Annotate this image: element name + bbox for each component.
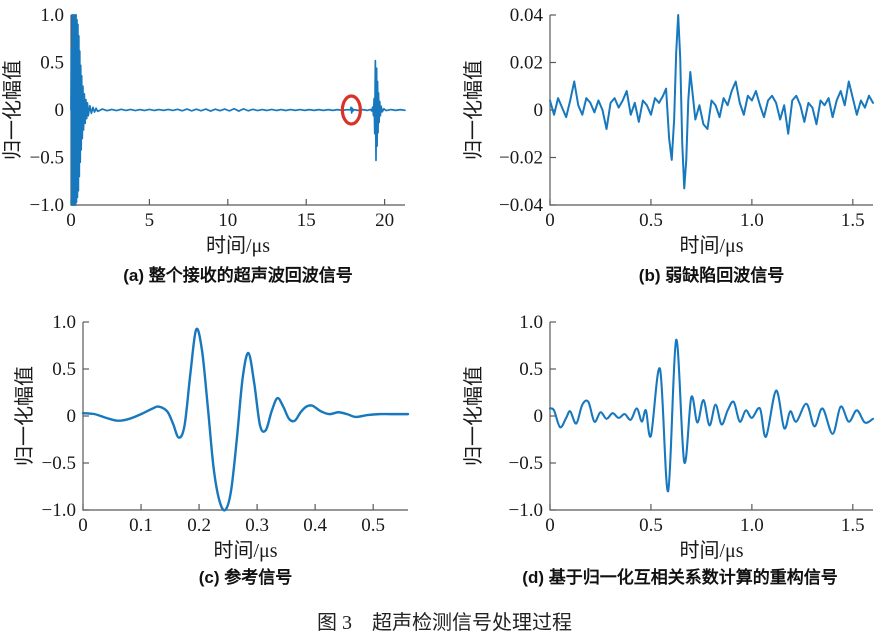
x-tick-label: 1.0 xyxy=(740,515,764,536)
subplot-c-caption: (c) 参考信号 xyxy=(198,568,293,587)
x-axis-label: 时间/μs xyxy=(213,539,277,562)
signal-line xyxy=(70,14,406,206)
subplot-d-reconstructed-signal: 0 0.5 1.0 1.5 1.0 0.5 0 −0.5 −1.0 时间/μs 归一化幅值 xyxy=(462,312,875,562)
y-tick-label: 0.02 xyxy=(510,53,543,74)
x-tick-label: 5 xyxy=(145,210,155,231)
y-tick-label: 0 xyxy=(534,100,544,121)
x-tick-label: 0 xyxy=(545,210,555,231)
x-tick-label: 1.0 xyxy=(740,210,764,231)
signal-line xyxy=(549,14,874,190)
y-tick-label: 0.5 xyxy=(519,359,543,380)
y-tick-label: 0 xyxy=(67,406,77,427)
subplot-c-reference-signal: 0 0.1 0.2 0.3 0.4 0.5 1.0 0.5 0 −0.5 −1.0 时间/μs 归一化幅… xyxy=(13,312,410,562)
axes-frame xyxy=(549,15,873,206)
y-tick-label: −1.0 xyxy=(30,195,64,216)
x-tick-label: 0.5 xyxy=(361,515,385,536)
y-axis-label: 归一化幅值 xyxy=(462,366,485,466)
subplot-a-full-echo-signal: 0 5 10 15 20 1.0 0.5 0 −0.5 −1.0 时间/μs 归一化幅值 xyxy=(1,5,406,257)
y-tick-label: −0.02 xyxy=(499,148,543,169)
subplot-a-caption: (a) 整个接收的超声波回波信号 xyxy=(123,266,353,285)
y-tick-label: −0.04 xyxy=(499,195,543,216)
y-tick-label: −0.5 xyxy=(30,148,64,169)
x-tick-label: 1.5 xyxy=(841,210,865,231)
x-tick-label: 0.3 xyxy=(245,515,269,536)
subplot-d-caption: (d) 基于归一化互相关系数计算的重构信号 xyxy=(522,568,838,587)
x-tick-label: 10 xyxy=(218,210,237,231)
x-tick-label: 0 xyxy=(66,210,76,231)
y-tick-label: 0 xyxy=(55,100,65,121)
y-tick-label: −1.0 xyxy=(509,500,543,521)
x-tick-label: 0.5 xyxy=(639,210,663,231)
signal-line xyxy=(548,338,875,493)
x-tick-label: 1.5 xyxy=(841,515,865,536)
y-tick-label: 1.0 xyxy=(519,312,543,333)
x-tick-label: 0 xyxy=(545,515,555,536)
x-axis-label: 时间/μs xyxy=(206,234,270,257)
x-tick-label: 20 xyxy=(375,210,394,231)
defect-annotation-ellipse xyxy=(340,94,362,126)
x-axis-label: 时间/μs xyxy=(679,539,743,562)
x-tick-label: 0 xyxy=(78,515,88,536)
y-axis-label: 归一化幅值 xyxy=(1,60,24,160)
figure-caption: 图 3 超声检测信号处理过程 xyxy=(317,612,572,634)
subplot-b-caption: (b) 弱缺陷回波信号 xyxy=(638,266,785,285)
y-axis-label: 归一化幅值 xyxy=(13,366,36,466)
x-tick-label: 0.5 xyxy=(639,515,663,536)
y-tick-label: 0.5 xyxy=(52,359,76,380)
signal-line xyxy=(81,327,410,512)
y-axis-label: 归一化幅值 xyxy=(462,60,485,160)
y-tick-label: 1.0 xyxy=(40,5,64,26)
x-axis-label: 时间/μs xyxy=(679,234,743,257)
y-tick-label: −1.0 xyxy=(42,500,76,521)
y-tick-label: −0.5 xyxy=(42,453,76,474)
x-tick-label: 15 xyxy=(297,210,316,231)
x-tick-label: 0.2 xyxy=(187,515,211,536)
x-tick-label: 0.4 xyxy=(303,515,327,536)
subplot-b-weak-defect-echo: 0 0.5 1.0 1.5 0.04 0.02 0 −0.02 −0.04 时间/μs 归一化幅值 xyxy=(462,5,874,257)
y-tick-label: 0.04 xyxy=(510,5,544,26)
y-tick-label: 0 xyxy=(534,406,544,427)
y-tick-label: 0.5 xyxy=(40,53,64,74)
y-tick-label: 1.0 xyxy=(52,312,76,333)
x-tick-label: 0.1 xyxy=(129,515,153,536)
y-tick-label: −0.5 xyxy=(509,453,543,474)
